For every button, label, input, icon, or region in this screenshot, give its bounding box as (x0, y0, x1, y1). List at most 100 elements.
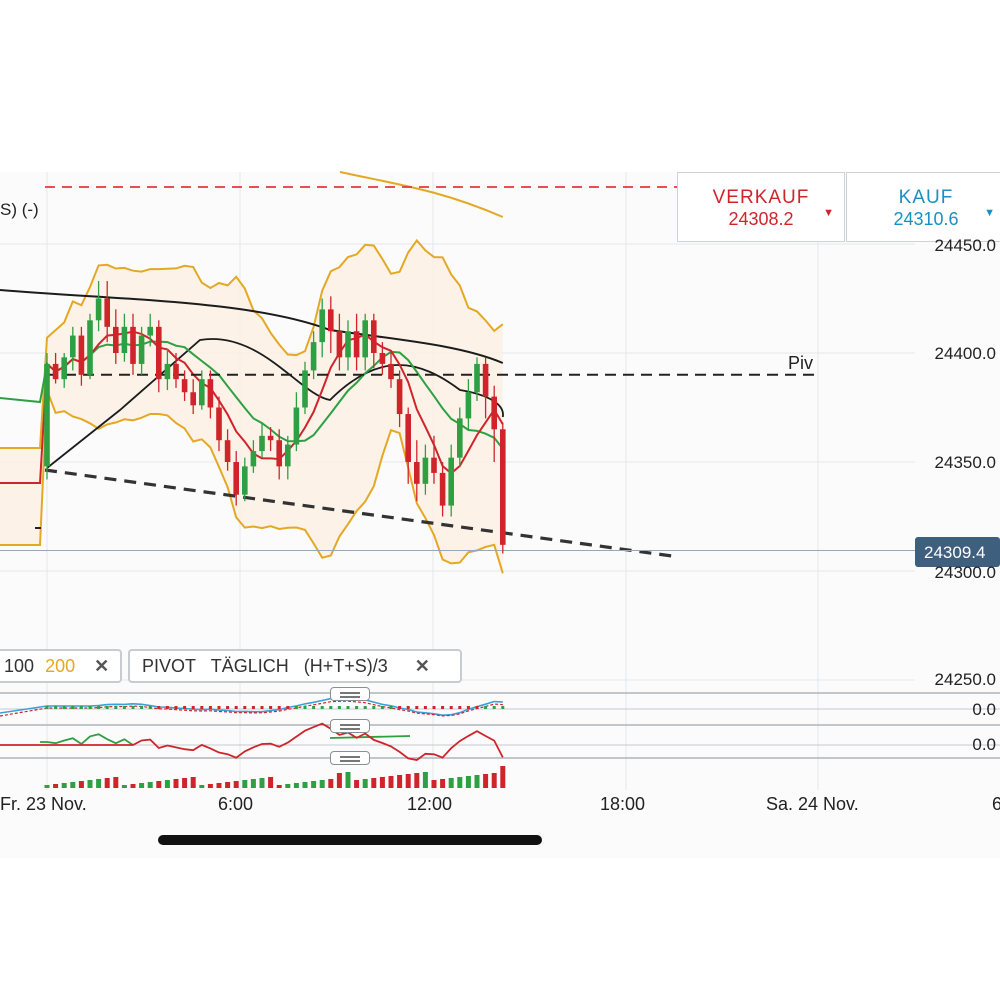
volume-bar (242, 780, 248, 788)
candle-body (156, 326, 162, 380)
bollinger-upper-line (0, 238, 504, 449)
macd-bar (140, 706, 144, 709)
macd-bar (122, 706, 126, 709)
volume-bar (500, 766, 506, 788)
volume-bar (354, 780, 360, 788)
volume-bar (311, 781, 317, 788)
pivot-mode: TÄGLICH (210, 656, 289, 676)
y-tick-24450: 24450.0 (934, 236, 996, 255)
candle-body (242, 466, 248, 495)
macd-bar (165, 706, 169, 709)
pivot-formula: (H+T+S)/3 (303, 656, 388, 676)
macd-bar (114, 706, 118, 709)
volume-bar (328, 779, 334, 788)
volume-bar (405, 774, 411, 788)
pivot-name: PIVOT (142, 656, 196, 676)
volume-bar (491, 773, 497, 788)
volume-bar (483, 774, 489, 788)
home-indicator[interactable] (158, 835, 542, 845)
sell-triangle-icon: ▼ (823, 207, 834, 219)
ma-red-line (0, 330, 504, 484)
candle-body (353, 331, 360, 358)
macd-bar (97, 706, 101, 709)
osc2-red-line (0, 722, 504, 761)
volume-bar (70, 782, 76, 788)
volume-bar (465, 776, 471, 788)
macd-bar (320, 706, 324, 709)
candle-body (405, 414, 411, 462)
volume-bar (182, 778, 188, 788)
volume-bar (113, 777, 119, 788)
buy-button[interactable]: KAUF 24310.6 ▼ (846, 172, 1000, 242)
y-tick-24400: 24400.0 (934, 344, 996, 363)
macd-bar (312, 706, 316, 709)
macd-bar (475, 706, 479, 709)
macd-bar (286, 706, 290, 709)
macd-line (0, 697, 503, 717)
volume-bar (268, 777, 274, 788)
candle-body (267, 435, 274, 441)
candle-body (199, 379, 205, 406)
pane-resize-handle-1[interactable] (330, 687, 370, 701)
bollinger-lower-line (0, 389, 504, 574)
volume-bar (474, 775, 480, 788)
ma-green-line (0, 340, 504, 450)
volume-bar (414, 773, 420, 788)
volume-bar (53, 784, 59, 788)
macd-bar (406, 706, 410, 709)
volume-bar (147, 782, 153, 788)
volume-bar (397, 775, 403, 788)
volume-bar (448, 778, 454, 788)
macd-bar (432, 706, 436, 709)
macd-bar (337, 706, 341, 709)
ma-legend[interactable]: 100 200 ✕ (0, 649, 122, 683)
candle-body (52, 363, 59, 380)
macd-bar (484, 706, 488, 709)
pivot-legend-close-icon[interactable]: ✕ (414, 656, 430, 676)
candle-body (138, 335, 145, 364)
macd-bar (131, 706, 135, 709)
macd-bar (148, 706, 152, 709)
macd-bar (492, 706, 496, 709)
candle-body (276, 440, 282, 467)
candle-body (388, 363, 394, 380)
candle-body (293, 407, 300, 445)
volume-bar (216, 783, 222, 788)
volume-bar (225, 782, 231, 788)
candle-body (181, 379, 188, 393)
macd-bar (157, 706, 161, 709)
macd-bar (501, 706, 505, 709)
volume-bar (379, 777, 385, 788)
sell-button[interactable]: VERKAUF 24308.2 ▼ (677, 172, 845, 242)
macd-bar (79, 706, 83, 709)
pivot-legend[interactable]: PIVOT TÄGLICH (H+T+S)/3 ✕ (128, 649, 462, 683)
volume-bar (285, 784, 291, 788)
candle-body (328, 309, 334, 332)
volume-bar (371, 778, 377, 788)
candle-body (44, 363, 50, 467)
macd-bar (234, 706, 238, 709)
candle-body (250, 451, 257, 467)
osc1-value: 0.0 (972, 700, 996, 719)
macd-bar (329, 706, 333, 709)
ma-legend-close-icon[interactable]: ✕ (94, 656, 110, 676)
macd-bar (105, 706, 109, 709)
macd-bar (71, 706, 75, 709)
x-tick-6-00: 6:00 (218, 794, 254, 814)
candle-body (336, 331, 343, 358)
candle-body (396, 379, 403, 415)
candle-body (285, 444, 291, 467)
candle-body (61, 357, 67, 380)
candle-body (130, 326, 136, 364)
pane-resize-handle-2[interactable] (330, 719, 370, 733)
candle-body (224, 440, 231, 462)
macd-histogram (45, 706, 505, 709)
candle-body (78, 335, 85, 375)
pane-resize-handle-3[interactable] (330, 751, 370, 765)
macd-bar (174, 706, 178, 709)
candle-body (95, 298, 102, 321)
volume-bar (121, 785, 127, 788)
candle-body (379, 353, 386, 364)
